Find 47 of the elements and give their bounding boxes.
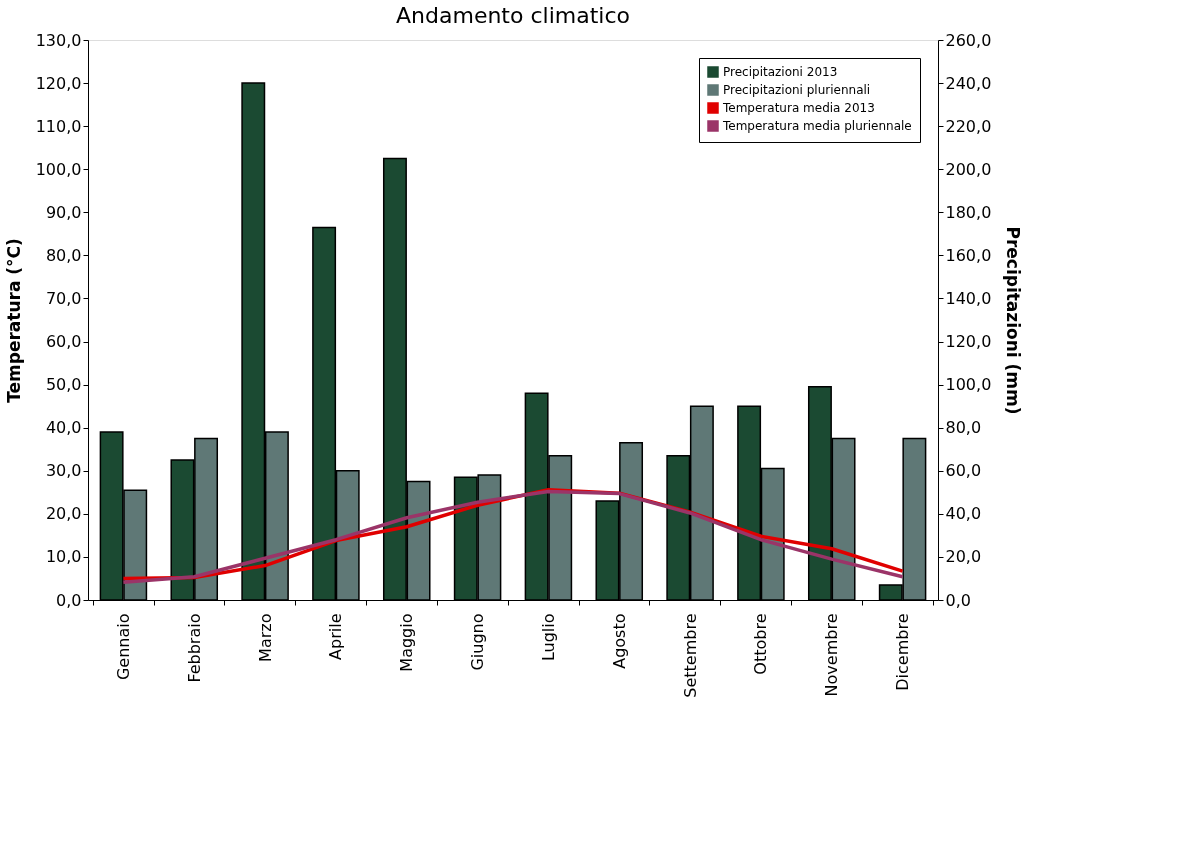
x-tick-label: Agosto <box>609 613 629 669</box>
y2-tick-label: 100,0 <box>945 375 992 395</box>
y2-tick-label: 220,0 <box>945 116 992 136</box>
x-tick-label: Maggio <box>397 613 417 672</box>
y2-tick-label: 20,0 <box>945 547 982 567</box>
x-tick-label: Gennaio <box>113 613 133 681</box>
y-tick-label: 70,0 <box>45 288 82 308</box>
y2-tick-label: 80,0 <box>945 418 982 438</box>
y2-tick-label: 240,0 <box>945 73 992 93</box>
y2-tick-label: 40,0 <box>945 504 982 524</box>
y-tick-label: 10,0 <box>45 547 82 567</box>
x-tick-label: Ottobre <box>751 613 771 675</box>
y2-tick-label: 160,0 <box>945 245 992 265</box>
y-tick-label: 0,0 <box>56 590 82 610</box>
y-tick-label: 30,0 <box>45 461 82 481</box>
x-tick-label: Novembre <box>822 613 842 697</box>
x-tick-label: Aprile <box>326 613 346 660</box>
x-tick-label: Settembre <box>680 613 700 698</box>
x-tick-label: Dicembre <box>893 613 913 691</box>
y-tick-label: 90,0 <box>45 202 82 222</box>
y-tick-label: 110,0 <box>35 116 82 136</box>
x-tick-label: Febbraio <box>184 613 204 683</box>
legend-label: Temperatura media 2013 <box>722 101 875 115</box>
y-tick-label: 60,0 <box>45 332 82 352</box>
y2-tick-label: 140,0 <box>945 288 992 308</box>
y-tick-label: 50,0 <box>45 375 82 395</box>
x-tick-label: Luglio <box>538 613 558 662</box>
y2-tick-label: 120,0 <box>945 332 992 352</box>
legend-label: Temperatura media pluriennale <box>722 119 912 133</box>
x-tick-label: Marzo <box>255 613 275 662</box>
legend-label: Precipitazioni 2013 <box>723 65 838 79</box>
y-tick-label: 80,0 <box>45 245 82 265</box>
y-tick-label: 100,0 <box>35 159 82 179</box>
y-tick-label: 130,0 <box>35 30 82 50</box>
y2-tick-label: 260,0 <box>945 30 992 50</box>
y2-tick-label: 0,0 <box>945 590 971 610</box>
y-tick-label: 40,0 <box>45 418 82 438</box>
y2-tick-label: 200,0 <box>945 159 992 179</box>
y2-axis-title: Precipitazioni (mm) <box>1003 226 1024 415</box>
x-tick-label: Giugno <box>468 613 488 671</box>
y2-tick-label: 180,0 <box>945 202 992 222</box>
y-tick-label: 120,0 <box>35 73 82 93</box>
legend-label: Precipitazioni pluriennali <box>723 83 871 97</box>
y-tick-label: 20,0 <box>45 504 82 524</box>
y2-tick-label: 60,0 <box>945 461 982 481</box>
chart-title: Andamento climatico <box>396 3 630 28</box>
y-axis-title: Temperatura (°C) <box>3 238 24 403</box>
